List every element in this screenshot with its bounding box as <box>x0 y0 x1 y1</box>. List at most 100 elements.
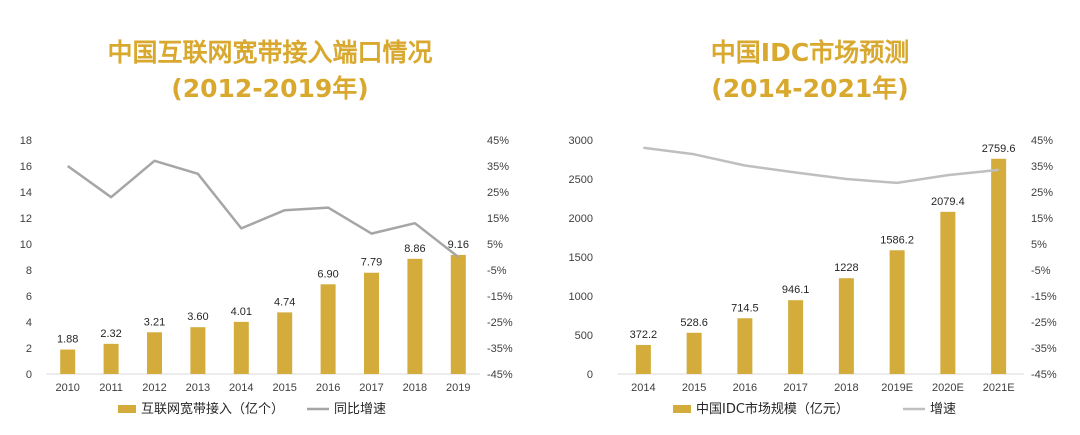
x-tick-label: 2019E <box>881 382 913 394</box>
bar <box>635 344 651 374</box>
chart-subtitle: (2014-2021年) <box>711 74 909 103</box>
y-tick-label: 8 <box>26 265 32 277</box>
x-tick-label: 2010 <box>55 382 79 394</box>
y-tick-label: 500 <box>575 330 593 342</box>
legend-bar-label: 中国IDC市场规模（亿元） <box>696 401 849 417</box>
y2-tick-label: -5% <box>1031 265 1051 277</box>
y-tick-label: 2 <box>26 343 32 355</box>
y2-tick-label: -15% <box>487 291 513 303</box>
bar-value-label: 1228 <box>834 262 858 274</box>
y2-tick-label: 15% <box>1031 213 1053 225</box>
x-tick-label: 2015 <box>682 382 706 394</box>
y2-tick-label: 15% <box>487 213 509 225</box>
growth-line <box>66 159 460 258</box>
bar <box>364 272 379 374</box>
y2-tick-label: 35% <box>1031 161 1053 173</box>
legend-bar-swatch <box>118 405 136 413</box>
bar-value-label: 2.32 <box>100 328 121 340</box>
y-tick-label: 4 <box>26 317 32 329</box>
x-tick-label: 2018 <box>834 382 858 394</box>
x-tick-label: 2018 <box>403 382 427 394</box>
bar <box>838 278 854 374</box>
bar <box>407 258 423 374</box>
y2-tick-label: -35% <box>487 343 513 355</box>
x-tick-label: 2014 <box>229 382 253 394</box>
bar <box>788 300 804 374</box>
bar <box>889 250 905 374</box>
x-tick-label: 2013 <box>186 382 210 394</box>
y-tick-label: 2500 <box>569 174 593 186</box>
y-tick-label: 1500 <box>569 252 593 264</box>
y-tick-label: 1000 <box>569 291 593 303</box>
bar-value-label: 4.01 <box>231 306 252 318</box>
y2-tick-label: 45% <box>487 135 509 147</box>
bar-value-label: 9.16 <box>448 239 469 251</box>
idc-chart-panel: 中国IDC市场预测 (2014-2021年) 0 500 1000 1500 2000 2… <box>540 0 1080 435</box>
bar-value-label: 8.86 <box>404 243 425 255</box>
bar <box>233 321 249 374</box>
bar <box>940 211 956 374</box>
bar <box>277 312 293 374</box>
bar-value-label: 2759.6 <box>982 143 1016 155</box>
legend-bar-label: 互联网宽带接入（亿个） <box>141 401 284 417</box>
x-tick-label: 2016 <box>733 382 757 394</box>
bar-value-label: 3.21 <box>144 316 165 328</box>
growth-line <box>643 146 999 185</box>
y-tick-label: 18 <box>20 135 32 147</box>
bar-value-label: 1586.2 <box>880 234 914 246</box>
y2-tick-label: -25% <box>487 317 513 329</box>
bar-value-label: 2079.4 <box>931 196 965 208</box>
chart-title: 中国IDC市场预测 <box>710 38 910 67</box>
y-tick-label: 6 <box>26 291 32 303</box>
y2-tick-label: 35% <box>487 161 509 173</box>
x-tick-label: 2014 <box>631 382 655 394</box>
legend-line-label: 同比增速 <box>334 402 386 417</box>
y2-tick-label: -25% <box>1031 317 1057 329</box>
bar <box>147 332 162 374</box>
broadband-chart-panel: 中国互联网宽带接入端口情况 (2012-2019年) 0 2 4 6 8 10 12 14 16… <box>20 38 513 417</box>
bar <box>737 318 753 374</box>
chart-subtitle: (2012-2019年) <box>171 74 369 103</box>
bar-value-label: 528.6 <box>680 317 708 329</box>
bar-value-label: 1.88 <box>57 334 78 346</box>
y-tick-label: 3000 <box>569 135 593 147</box>
bar <box>450 254 466 374</box>
bar-value-label: 4.74 <box>274 296 295 308</box>
chart-title: 中国互联网宽带接入端口情况 <box>107 38 433 67</box>
x-tick-label: 2016 <box>316 382 340 394</box>
y2-tick-label: 5% <box>487 239 503 251</box>
x-tick-label: 2015 <box>272 382 296 394</box>
x-tick-label: 2017 <box>783 382 807 394</box>
bar <box>190 327 206 374</box>
bar <box>991 158 1007 374</box>
y2-tick-label: -35% <box>1031 343 1057 355</box>
y-tick-label: 0 <box>587 369 593 381</box>
x-tick-label: 2012 <box>142 382 166 394</box>
y-tick-label: 14 <box>20 187 32 199</box>
y2-tick-label: -45% <box>1031 369 1057 381</box>
bar-value-label: 946.1 <box>782 284 810 296</box>
x-tick-label: 2020E <box>932 382 964 394</box>
x-tick-label: 2021E <box>983 382 1015 394</box>
x-tick-label: 2019 <box>446 382 470 394</box>
y2-tick-label: -5% <box>487 265 507 277</box>
bar <box>320 284 336 374</box>
y2-tick-label: 25% <box>1031 187 1053 199</box>
bar-value-label: 7.79 <box>361 257 382 269</box>
legend-bar-swatch <box>673 405 691 413</box>
x-tick-label: 2011 <box>99 382 123 394</box>
bar-value-label: 372.2 <box>630 329 658 341</box>
bar <box>686 332 702 374</box>
bar-value-label: 3.60 <box>187 311 208 323</box>
x-tick-label: 2017 <box>359 382 383 394</box>
legend-line-label: 增速 <box>930 402 956 417</box>
y-tick-label: 16 <box>20 161 32 173</box>
broadband-chart: 0 2 4 6 8 10 12 14 16 18 -45% -35% -25% -15% -5% 5% 15% 2… <box>20 135 513 417</box>
bar <box>103 343 119 374</box>
y-tick-label: 2000 <box>569 213 593 225</box>
idc-chart: 0 500 1000 1500 2000 2500 3000 -45% -35% -25% -15%… <box>569 135 1057 417</box>
y-tick-label: 12 <box>20 213 32 225</box>
y-tick-label: 0 <box>26 369 32 381</box>
y2-tick-label: 5% <box>1031 239 1047 251</box>
y-tick-label: 10 <box>20 239 32 251</box>
